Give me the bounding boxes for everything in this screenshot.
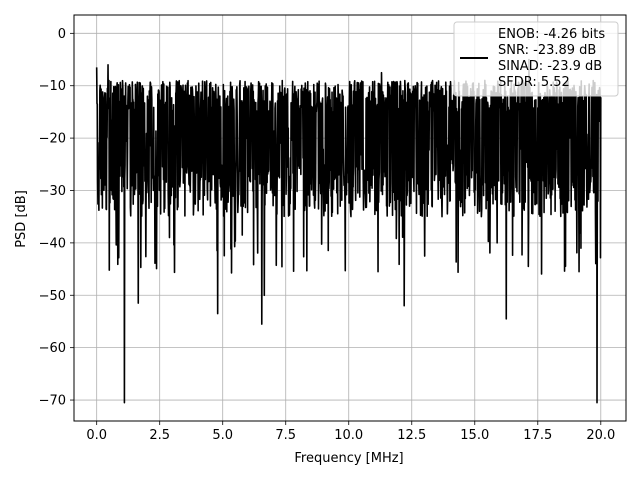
y-axis-ticks: 0 −10 −20 −30 −40 −50 −60 −70	[39, 27, 74, 409]
x-tick-label: 5.0	[212, 428, 233, 443]
axes-frame	[73, 14, 627, 422]
y-tick-label: −70	[39, 394, 66, 409]
y-tick-label: −20	[39, 132, 66, 147]
legend-entry-sfdr: SFDR: 5.52	[498, 75, 570, 90]
y-tick-label: −10	[39, 79, 66, 94]
x-axis-ticks: 0.0 2.5 5.0 7.5 10.0 12.5 15.0 17.5 20.0	[86, 421, 615, 443]
plot-frame	[73, 14, 627, 422]
psd-series-line	[95, 58, 602, 404]
x-tick-label: 20.0	[586, 428, 615, 443]
x-tick-label: 7.5	[275, 428, 296, 443]
legend-entry-sinad: SINAD: -23.9 dB	[498, 59, 602, 74]
y-tick-label: −30	[39, 184, 66, 199]
x-tick-label: 10.0	[334, 428, 363, 443]
y-tick-label: 0	[58, 27, 66, 42]
x-tick-label: 12.5	[397, 428, 426, 443]
x-tick-label: 0.0	[86, 428, 107, 443]
y-axis-label: PSD [dB]	[14, 190, 29, 248]
legend: ENOB: -4.26 bits SNR: -23.89 dB SINAD: -…	[453, 21, 619, 97]
x-tick-label: 17.5	[523, 428, 552, 443]
series-layer	[95, 58, 602, 404]
y-tick-label: −50	[39, 289, 66, 304]
legend-entry-snr: SNR: -23.89 dB	[498, 43, 596, 58]
legend-box	[453, 21, 619, 97]
y-tick-label: −60	[39, 341, 66, 356]
x-tick-label: 15.0	[460, 428, 489, 443]
legend-entry-enob: ENOB: -4.26 bits	[498, 27, 605, 42]
x-axis-label: Frequency [MHz]	[294, 451, 403, 466]
y-tick-label: −40	[39, 236, 66, 251]
x-tick-label: 2.5	[149, 428, 170, 443]
